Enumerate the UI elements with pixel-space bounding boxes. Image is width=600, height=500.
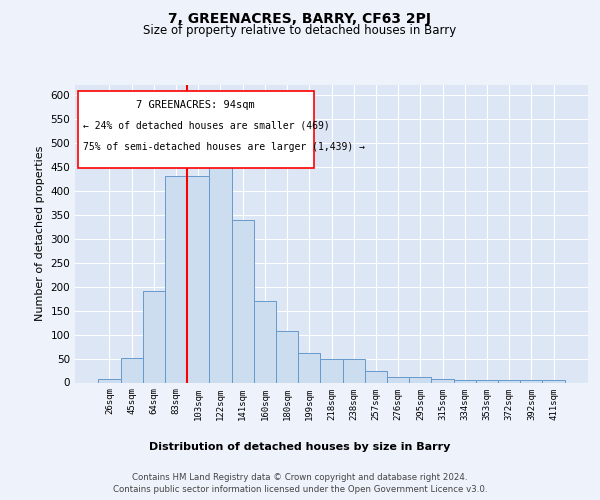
Bar — [165, 176, 187, 382]
Bar — [209, 154, 232, 382]
Bar — [320, 360, 343, 382]
Text: Distribution of detached houses by size in Barry: Distribution of detached houses by size … — [149, 442, 451, 452]
Bar — [254, 301, 276, 382]
Bar — [343, 360, 365, 382]
Text: 7, GREENACRES, BARRY, CF63 2PJ: 7, GREENACRES, BARRY, CF63 2PJ — [169, 12, 431, 26]
Bar — [542, 380, 565, 382]
Text: Size of property relative to detached houses in Barry: Size of property relative to detached ho… — [143, 24, 457, 37]
Bar — [409, 376, 431, 382]
Bar — [232, 220, 254, 382]
Bar — [298, 353, 320, 382]
Text: Contains public sector information licensed under the Open Government Licence v3: Contains public sector information licen… — [113, 485, 487, 494]
FancyBboxPatch shape — [77, 91, 314, 168]
Bar — [454, 380, 476, 382]
Bar — [121, 358, 143, 382]
Bar — [431, 378, 454, 382]
Bar — [187, 176, 209, 382]
Bar — [276, 330, 298, 382]
Bar — [98, 379, 121, 382]
Y-axis label: Number of detached properties: Number of detached properties — [35, 146, 45, 322]
Text: 75% of semi-detached houses are larger (1,439) →: 75% of semi-detached houses are larger (… — [83, 142, 365, 152]
Bar — [498, 380, 520, 382]
Bar — [387, 376, 409, 382]
Text: ← 24% of detached houses are smaller (469): ← 24% of detached houses are smaller (46… — [83, 120, 329, 130]
Bar — [365, 370, 387, 382]
Bar — [476, 380, 498, 382]
Bar — [143, 292, 165, 382]
Text: 7 GREENACRES: 94sqm: 7 GREENACRES: 94sqm — [136, 100, 255, 110]
Text: Contains HM Land Registry data © Crown copyright and database right 2024.: Contains HM Land Registry data © Crown c… — [132, 472, 468, 482]
Bar — [520, 380, 542, 382]
